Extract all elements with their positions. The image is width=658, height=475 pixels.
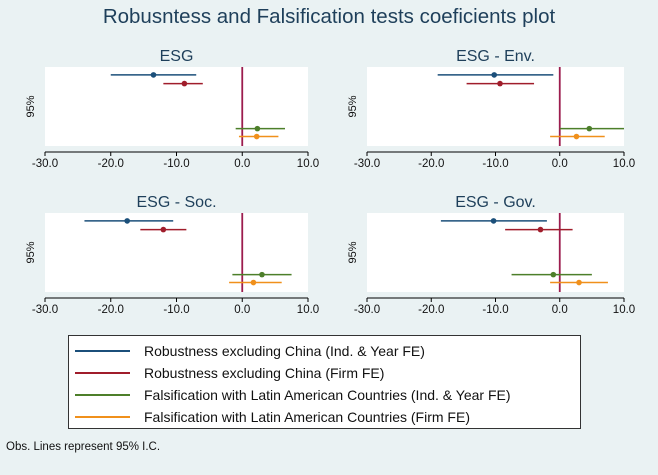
point-estimate — [259, 271, 265, 278]
plot-area — [45, 67, 308, 146]
x-tick-label: 10.0 — [613, 304, 635, 316]
legend-swatch — [75, 372, 130, 374]
x-tick-label: -10.0 — [482, 158, 508, 170]
x-tick-label: 0.0 — [234, 304, 250, 316]
point-estimate — [573, 133, 580, 140]
x-tick-label: 0.0 — [552, 304, 568, 316]
point-estimate — [250, 279, 257, 286]
y-axis-label: 95% — [25, 241, 37, 263]
legend-entry: Robustness excluding China (Firm FE) — [69, 363, 580, 383]
x-tick-label: 10.0 — [297, 304, 319, 316]
point-estimate — [550, 271, 557, 278]
point-estimate — [160, 226, 167, 233]
panel-title: ESG — [160, 48, 194, 65]
x-tick-label: 0.0 — [234, 158, 250, 170]
legend-label: Robustness excluding China (Firm FE) — [144, 365, 385, 381]
x-tick-label: -10.0 — [482, 304, 508, 316]
x-tick-label: -30.0 — [32, 158, 58, 170]
x-tick-label: -20.0 — [98, 158, 124, 170]
x-tick-label: -20.0 — [418, 304, 444, 316]
x-tick-label: -20.0 — [418, 158, 444, 170]
panel-title: ESG - Gov. — [455, 194, 536, 211]
point-estimate — [576, 279, 582, 286]
x-tick-label: -30.0 — [32, 304, 58, 316]
point-estimate — [497, 80, 503, 87]
point-estimate — [491, 72, 498, 78]
legend-swatch — [75, 394, 130, 396]
legend-swatch — [75, 350, 130, 352]
plot-area — [367, 67, 624, 146]
point-estimate — [254, 125, 261, 132]
x-tick-label: -30.0 — [354, 158, 380, 170]
legend-swatch — [75, 416, 130, 418]
panel-title: ESG - Env. — [456, 48, 535, 65]
legend-label: Falsification with Latin American Countr… — [144, 387, 511, 403]
x-tick-label: -30.0 — [354, 304, 380, 316]
plot-area — [367, 213, 624, 292]
legend-entry: Falsification with Latin American Countr… — [69, 385, 580, 405]
point-estimate — [124, 218, 130, 224]
legend-label: Falsification with Latin American Countr… — [144, 409, 470, 425]
x-tick-label: 0.0 — [552, 158, 568, 170]
figure-title: Robusntess and Falsification tests coefi… — [102, 5, 556, 28]
y-axis-label: 95% — [347, 241, 359, 263]
point-estimate — [150, 72, 157, 78]
point-estimate — [253, 133, 260, 140]
x-tick-label: -10.0 — [163, 304, 189, 316]
panel-title: ESG - Soc. — [136, 194, 216, 211]
point-estimate — [537, 226, 544, 233]
x-tick-label: 10.0 — [297, 158, 319, 170]
point-estimate — [586, 125, 593, 132]
x-tick-label: -20.0 — [98, 304, 124, 316]
legend-label: Robustness excluding China (Ind. & Year … — [144, 343, 425, 359]
x-tick-label: -10.0 — [163, 158, 189, 170]
point-estimate — [490, 218, 497, 224]
legend-entry: Falsification with Latin American Countr… — [69, 407, 580, 427]
y-axis-label: 95% — [347, 95, 359, 117]
plot-area — [45, 213, 308, 292]
footnote: Obs. Lines represent 95% I.C. — [6, 441, 161, 453]
point-estimate — [181, 80, 188, 87]
legend-entry: Robustness excluding China (Ind. & Year … — [69, 341, 580, 361]
y-axis-label: 95% — [25, 95, 37, 117]
legend: Robustness excluding China (Ind. & Year … — [68, 335, 581, 429]
x-tick-label: 10.0 — [613, 158, 635, 170]
